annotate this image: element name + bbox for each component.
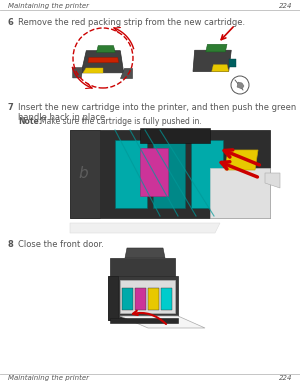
Polygon shape	[81, 51, 124, 73]
Polygon shape	[70, 130, 270, 218]
Polygon shape	[120, 316, 205, 328]
Polygon shape	[161, 288, 172, 310]
Polygon shape	[120, 68, 132, 78]
Text: Remove the red packing strip from the new cartridge.: Remove the red packing strip from the ne…	[18, 18, 245, 27]
Polygon shape	[153, 140, 185, 208]
Text: Note:: Note:	[18, 117, 42, 126]
Text: Maintaining the printer: Maintaining the printer	[8, 375, 89, 381]
Text: Make sure the cartridge is fully pushed in.: Make sure the cartridge is fully pushed …	[40, 117, 202, 126]
Polygon shape	[115, 140, 147, 208]
Polygon shape	[88, 57, 118, 62]
Polygon shape	[70, 130, 100, 218]
Polygon shape	[191, 140, 223, 208]
Polygon shape	[237, 82, 244, 89]
Polygon shape	[206, 44, 227, 52]
Polygon shape	[212, 65, 229, 71]
Text: Maintaining the printer: Maintaining the printer	[8, 3, 89, 9]
Text: b: b	[78, 166, 88, 180]
Polygon shape	[140, 128, 210, 143]
Text: Insert the new cartridge into the printer, and then push the green handle back i: Insert the new cartridge into the printe…	[18, 103, 296, 122]
Polygon shape	[70, 223, 220, 233]
Polygon shape	[108, 276, 178, 320]
Polygon shape	[110, 318, 178, 323]
Polygon shape	[135, 288, 146, 310]
Polygon shape	[83, 68, 103, 73]
Polygon shape	[225, 150, 258, 170]
Polygon shape	[148, 288, 159, 310]
Text: 224: 224	[278, 375, 292, 381]
Polygon shape	[193, 50, 231, 71]
Text: 224: 224	[278, 3, 292, 9]
Polygon shape	[110, 258, 175, 278]
Polygon shape	[210, 168, 270, 218]
Text: 8: 8	[8, 240, 14, 249]
Polygon shape	[265, 173, 280, 188]
Polygon shape	[125, 248, 165, 258]
Text: 7: 7	[8, 103, 14, 112]
Polygon shape	[73, 68, 83, 78]
Circle shape	[231, 76, 249, 94]
Text: 6: 6	[8, 18, 14, 27]
Polygon shape	[108, 276, 118, 320]
Text: Close the front door.: Close the front door.	[18, 240, 104, 249]
Polygon shape	[229, 59, 236, 67]
Polygon shape	[97, 46, 115, 52]
Polygon shape	[122, 288, 133, 310]
Polygon shape	[140, 148, 168, 196]
Polygon shape	[120, 280, 175, 313]
